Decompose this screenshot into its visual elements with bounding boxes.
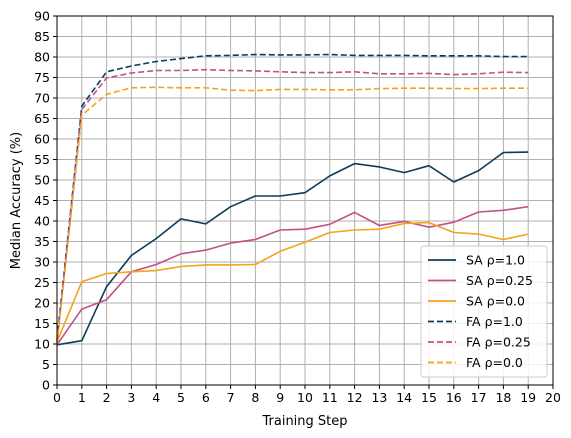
y-tick-label: 80 <box>34 50 50 65</box>
x-tick-label: 1 <box>78 390 86 405</box>
series-line-4 <box>56 53 529 340</box>
series-line-2 <box>56 205 529 346</box>
y-tick-label: 10 <box>34 337 50 352</box>
x-tick-label: 7 <box>227 390 235 405</box>
x-tick-label: 11 <box>322 390 338 405</box>
y-tick-label: 35 <box>34 234 50 249</box>
x-axis-ticks: 0 1 2 3 4 5 6 7 8 9 10 11 12 13 14 15 16 17 18 19 20 <box>53 385 561 405</box>
legend-label: SA ρ=0.25 <box>466 273 533 288</box>
y-tick-label: 55 <box>34 152 50 167</box>
legend-label: SA ρ=1.0 <box>466 253 525 268</box>
y-tick-label: 5 <box>42 357 50 372</box>
y-tick-label: 75 <box>34 70 50 85</box>
legend-label: SA ρ=0.0 <box>466 294 525 309</box>
y-tick-label: 20 <box>34 296 50 311</box>
legend-box <box>420 245 548 378</box>
legend-label: FA ρ=0.25 <box>466 335 531 350</box>
series-line-3 <box>56 221 529 343</box>
series-line-6 <box>56 86 529 345</box>
x-tick-label: 14 <box>396 390 412 405</box>
x-tick-label: 2 <box>103 390 111 405</box>
x-tick-label: 18 <box>495 390 511 405</box>
x-tick-label: 9 <box>276 390 284 405</box>
y-tick-label: 45 <box>34 193 50 208</box>
x-tick-label: 5 <box>177 390 185 405</box>
y-tick-label: 15 <box>34 316 50 331</box>
x-tick-label: 4 <box>152 390 160 405</box>
x-tick-label: 17 <box>471 390 487 405</box>
y-tick-label: 0 <box>42 378 50 393</box>
y-axis-ticks: 0 5 10 15 20 25 30 35 40 45 50 55 60 65 70 75 80 85 90 <box>34 9 57 393</box>
legend-label: FA ρ=0.0 <box>466 355 523 370</box>
y-tick-label: 90 <box>34 9 50 24</box>
x-tick-label: 8 <box>251 390 259 405</box>
x-tick-label: 6 <box>202 390 210 405</box>
y-tick-label: 30 <box>34 255 50 270</box>
x-tick-label: 20 <box>545 390 561 405</box>
y-tick-label: 40 <box>34 214 50 229</box>
x-tick-label: 0 <box>53 390 61 405</box>
x-tick-label: 10 <box>297 390 313 405</box>
x-tick-label: 16 <box>446 390 462 405</box>
y-tick-label: 50 <box>34 173 50 188</box>
series-line-5 <box>56 68 529 342</box>
x-tick-label: 19 <box>520 390 536 405</box>
y-tick-label: 60 <box>34 132 50 147</box>
series-line-1 <box>56 151 529 346</box>
legend-label: FA ρ=1.0 <box>466 314 523 329</box>
y-tick-label: 70 <box>34 91 50 106</box>
series-lines <box>56 53 529 346</box>
y-tick-label: 65 <box>34 111 50 126</box>
x-tick-label: 13 <box>371 390 387 405</box>
x-tick-label: 12 <box>347 390 363 405</box>
x-tick-label: 15 <box>421 390 437 405</box>
y-axis-label: Median Accuracy (%) <box>9 132 24 269</box>
legend: SA ρ=1.0 SA ρ=0.25 SA ρ=0.0 FA ρ=1.0 FA ρ=0.… <box>420 245 548 378</box>
x-tick-label: 3 <box>127 390 135 405</box>
y-tick-label: 85 <box>34 29 50 44</box>
x-axis-label: Training Step <box>261 414 347 429</box>
y-tick-label: 25 <box>34 275 50 290</box>
